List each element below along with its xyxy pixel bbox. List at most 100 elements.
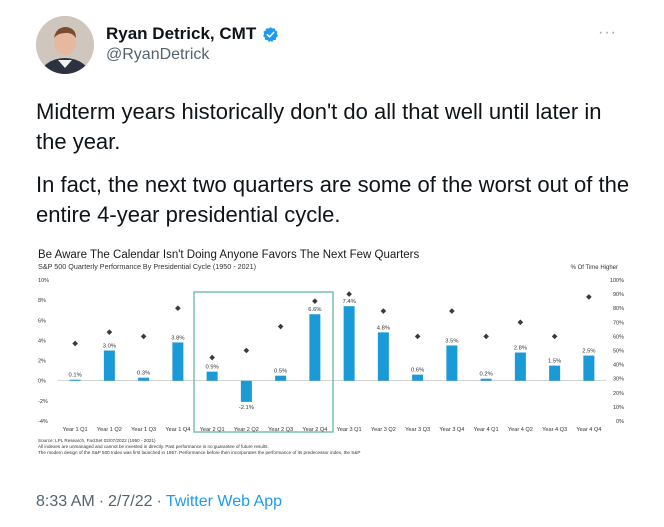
pct-higher-marker xyxy=(243,347,250,354)
bar-year-4-q2 xyxy=(514,352,526,381)
quarterly-performance-chart: Be Aware The Calendar Isn't Doing Anyone… xyxy=(38,249,624,455)
tweet-paragraph-2: In fact, the next two quarters are some … xyxy=(36,172,630,227)
y-tick-label: -2% xyxy=(38,399,48,405)
tweet-date[interactable]: 2/7/22 xyxy=(108,493,153,510)
bar-year-3-q4 xyxy=(446,345,458,381)
x-tick-label: Year 2 Q4 xyxy=(302,427,327,433)
data-label: 7.4% xyxy=(343,299,356,305)
bar-year-2-q2 xyxy=(240,380,252,402)
x-tick-label: Year 4 Q2 xyxy=(508,427,533,433)
data-label: -2.1% xyxy=(239,405,254,411)
bar-year-3-q1 xyxy=(343,306,355,381)
y-tick-label: 8% xyxy=(38,298,46,304)
bar-year-2-q4 xyxy=(309,314,321,381)
pct-higher-marker xyxy=(517,319,524,326)
x-tick-label: Year 4 Q3 xyxy=(542,427,567,433)
x-tick-label: Year 3 Q1 xyxy=(337,427,362,433)
pct-higher-marker xyxy=(551,333,558,340)
pct-higher-marker xyxy=(72,340,78,347)
bar-year-1-q2 xyxy=(103,350,115,381)
footnote-1: Source: LPL Research, FactSet 02/07/2022… xyxy=(38,438,156,443)
author-handle[interactable]: @RyanDetrick xyxy=(106,46,210,63)
y2-tick-label: 0% xyxy=(616,419,624,425)
data-label: 1.5% xyxy=(548,359,561,365)
avatar[interactable] xyxy=(36,16,94,74)
y2-tick-label: 60% xyxy=(613,334,624,340)
bar-year-3-q2 xyxy=(377,332,389,381)
bar-year-1-q4 xyxy=(172,342,184,381)
x-tick-label: Year 2 Q3 xyxy=(268,427,293,433)
x-tick-label: Year 1 Q2 xyxy=(97,427,122,433)
pct-higher-marker xyxy=(414,333,421,340)
pct-higher-marker xyxy=(312,298,318,304)
data-label: 0.1% xyxy=(69,373,82,379)
x-tick-label: Year 1 Q1 xyxy=(63,427,88,433)
y-tick-label: 2% xyxy=(38,359,46,365)
tweet-timestamp: 8:33 AM · 2/7/22 · Twitter Web App xyxy=(36,493,282,511)
more-options-icon[interactable]: ··· xyxy=(598,24,617,41)
data-label: 0.3% xyxy=(137,371,150,377)
y2-tick-label: 10% xyxy=(613,405,624,411)
x-tick-label: Year 4 Q1 xyxy=(474,427,499,433)
data-label: 0.6% xyxy=(411,368,424,374)
bar-year-4-q1 xyxy=(480,378,492,381)
data-label: 3.8% xyxy=(171,335,184,341)
y2-tick-label: 20% xyxy=(613,391,624,397)
y-tick-label: 0% xyxy=(38,379,46,385)
y2-tick-label: 100% xyxy=(610,278,624,284)
separator: · xyxy=(98,493,105,510)
pct-higher-marker xyxy=(449,308,455,314)
x-tick-label: Year 3 Q4 xyxy=(439,427,464,433)
pct-higher-marker xyxy=(140,333,147,340)
data-label: 2.5% xyxy=(582,349,595,355)
y-tick-label: 10% xyxy=(38,278,49,284)
bar-year-1-q3 xyxy=(138,377,150,381)
chart-subtitle: S&P 500 Quarterly Performance By Preside… xyxy=(38,262,256,271)
tweet-time[interactable]: 8:33 AM xyxy=(36,493,95,510)
pct-higher-marker xyxy=(346,291,352,297)
pct-higher-marker xyxy=(175,305,181,311)
verified-badge-icon xyxy=(263,26,279,42)
x-tick-label: Year 1 Q4 xyxy=(165,427,190,433)
y-tick-label: -4% xyxy=(38,419,48,425)
data-label: 3.0% xyxy=(103,344,116,350)
pct-higher-marker xyxy=(106,329,113,335)
author-name[interactable]: Ryan Detrick, CMT xyxy=(106,24,257,43)
pct-higher-marker xyxy=(380,308,387,314)
bar-year-1-q1 xyxy=(69,379,81,381)
y2-tick-label: 80% xyxy=(613,306,624,312)
pct-higher-marker xyxy=(277,323,284,330)
bar-year-2-q1 xyxy=(206,371,218,381)
y2-tick-label: 50% xyxy=(613,349,624,355)
source-app-link[interactable]: Twitter Web App xyxy=(165,493,283,510)
y2-tick-label: 30% xyxy=(613,377,624,383)
footnote-3: The modern design of the S&P 500 Index w… xyxy=(38,450,360,455)
y2-tick-label: 70% xyxy=(613,320,624,326)
highlight-box xyxy=(193,291,334,433)
separator: · xyxy=(156,493,162,510)
y-tick-label: 6% xyxy=(38,318,46,324)
footnote-2: All indexes are unmanaged and cannot be … xyxy=(38,444,269,449)
profile-photo-icon xyxy=(36,16,94,74)
x-tick-label: Year 1 Q3 xyxy=(131,427,156,433)
x-tick-label: Year 3 Q3 xyxy=(405,427,430,433)
pct-higher-marker xyxy=(483,333,489,340)
x-tick-label: Year 2 Q2 xyxy=(234,427,259,433)
bar-year-2-q3 xyxy=(275,375,287,381)
x-tick-label: Year 4 Q4 xyxy=(576,427,601,433)
pct-higher-marker xyxy=(209,354,215,361)
y2-tick-label: 90% xyxy=(613,292,624,298)
bar-year-4-q3 xyxy=(549,365,561,381)
data-label: 0.9% xyxy=(206,365,219,371)
data-label: 4.8% xyxy=(377,325,390,331)
chart-image[interactable]: Be Aware The Calendar Isn't Doing Anyone… xyxy=(32,238,632,460)
data-label: 0.5% xyxy=(274,369,287,375)
y2-tick-label: 40% xyxy=(613,363,624,369)
data-label: 2.8% xyxy=(514,346,527,352)
right-axis-label: % Of Time Higher xyxy=(571,265,618,271)
bar-year-4-q4 xyxy=(583,355,595,381)
bar-year-3-q3 xyxy=(412,374,424,381)
chart-title: Be Aware The Calendar Isn't Doing Anyone… xyxy=(38,249,420,261)
data-label: 6.6% xyxy=(308,307,321,313)
tweet-paragraph-1: Midterm years historically don't do all … xyxy=(36,99,602,154)
